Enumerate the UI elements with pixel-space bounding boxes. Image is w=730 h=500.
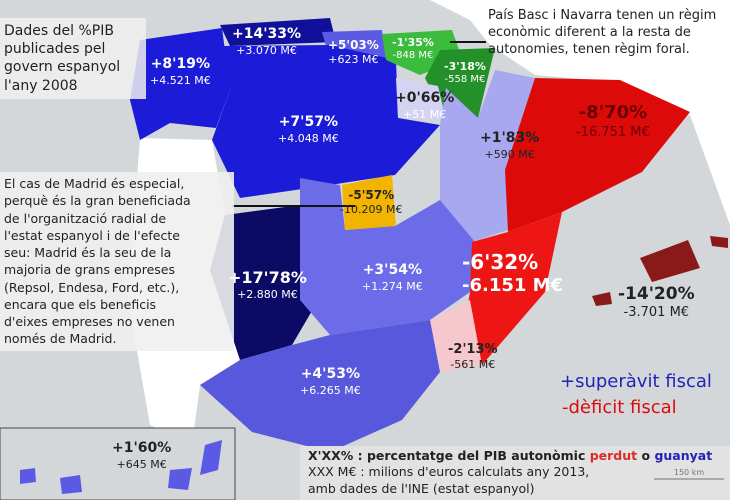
note-line: majoria de grans empreses (4, 262, 176, 278)
label-madrid: -5'57% -10.209 M€ (340, 188, 403, 216)
region-catalunya (505, 78, 690, 232)
legend-line-3: amb dades de l'INE (estat espanyol) (308, 480, 535, 496)
label-cantabria: +5'03% +623 M€ (328, 38, 379, 66)
legend-line-1: X'XX% : percentatge del PIB autonòmic pe… (308, 448, 713, 463)
note-line: l'any 2008 (4, 77, 78, 94)
label-murcia: -2'13% -561 M€ (448, 342, 498, 372)
note-line: autonomies, tenen règim foral. (488, 41, 690, 57)
region-navarra (425, 48, 495, 118)
label-la-rioja: +0'66% +51 M€ (395, 90, 455, 121)
region-castella-la-manxa (300, 178, 475, 335)
note-line: només de Madrid. (4, 331, 117, 347)
region-castella-lleo (212, 45, 440, 198)
note-line: encara que els beneficis (4, 296, 157, 312)
region-murcia (430, 300, 482, 372)
note-top-right: País Basc i Navarra tenen un règim econò… (488, 8, 716, 59)
label-castella-lleo: +7'57% +4.048 M€ (278, 114, 339, 145)
label-extremadura: +17'78% +2.880 M€ (228, 268, 307, 301)
label-canaries: +1'60% +645 M€ (112, 440, 172, 471)
label-balears: -14'20% -3.701 M€ (618, 284, 695, 321)
region-canaries (168, 468, 192, 490)
note-line: govern espanyol (4, 59, 121, 76)
label-arago: +1'83% +590 M€ (480, 130, 540, 161)
region-canaries (200, 440, 222, 475)
legend-surplus: +superàvit fiscal (560, 371, 712, 392)
region-balears (710, 236, 728, 248)
scale-bar: 150 km (654, 468, 724, 481)
note-line: (Repsol, Endesa, Ford, etc.), (4, 279, 180, 295)
region-madrid (342, 175, 396, 230)
legend-deficit: -dèficit fiscal (562, 397, 677, 418)
label-castella-la-manxa: +3'54% +1.274 M€ (362, 262, 423, 293)
label-catalunya: -8'70% -16.751 M€ (576, 102, 650, 140)
note-line: econòmic diferent a la resta de (488, 24, 691, 40)
region-asturias (220, 18, 336, 46)
label-asturias: +14'33% +3.070 M€ (232, 26, 302, 57)
region-balears (592, 292, 612, 306)
note-madrid: El cas de Madrid és especial, perquè és … (0, 172, 234, 351)
label-navarra: -3'18% -558 M€ (444, 60, 486, 85)
canaries-inset (0, 427, 236, 500)
note-line: Dades del %PIB (4, 23, 114, 39)
region-canaries (60, 475, 82, 494)
note-line: País Basc i Navarra tenen un règim (488, 8, 717, 23)
legend-explanation: X'XX% : percentatge del PIB autonòmic pe… (300, 446, 730, 500)
note-line: El cas de Madrid és especial, (4, 176, 185, 191)
label-pais-basc: -1'35% -848 M€ (392, 36, 434, 61)
note-top-left: Dades del %PIB publicades pel govern esp… (0, 18, 146, 99)
region-galicia (130, 28, 230, 140)
note-line: perquè és la gran beneficiada (4, 193, 191, 209)
note-line: d'eixes empreses no venen (4, 314, 175, 329)
label-galicia: +8'19% +4.521 M€ (150, 56, 211, 87)
label-andalusia: +4'53% +6.265 M€ (300, 366, 361, 397)
note-line: l'estat espanyol i de l'efecte (4, 227, 180, 243)
note-line: de l'organització radial de (4, 210, 167, 226)
region-andalusia (200, 320, 440, 452)
region-canaries (20, 468, 36, 484)
region-la-rioja (396, 78, 446, 120)
france-land (430, 0, 730, 225)
note-line: seu: Madrid és la seu de la (4, 245, 172, 260)
region-balears (640, 240, 700, 282)
legend-line-2: XXX M€ : milions d'euros calculats any 2… (308, 464, 590, 480)
region-pais-valencia (462, 212, 562, 365)
note-line: publicades pel (4, 41, 106, 58)
label-pais-valencia: -6'32% -6.151 M€ (462, 250, 564, 296)
